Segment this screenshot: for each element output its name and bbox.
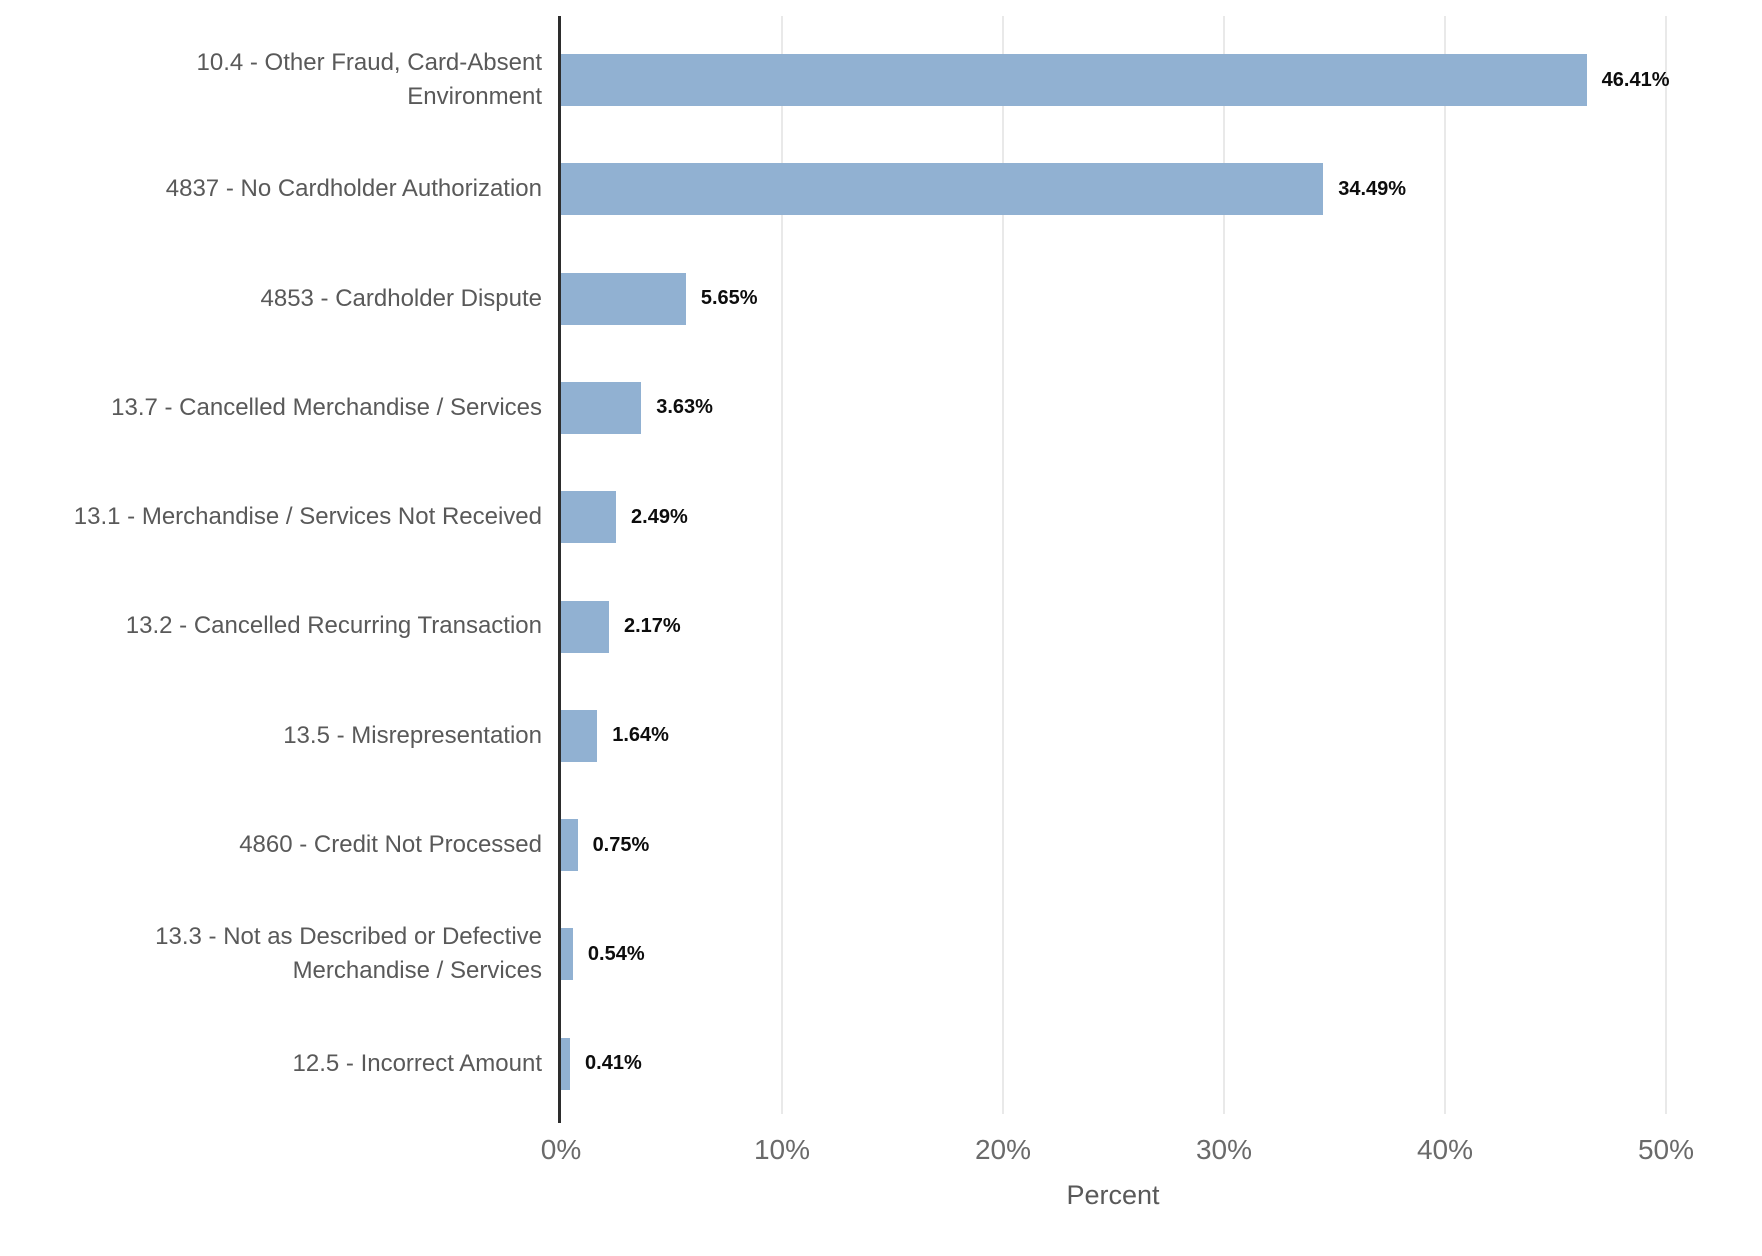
category-label: 4853 - Cardholder Dispute <box>260 284 543 312</box>
gridline-30 <box>1223 16 1225 1114</box>
value-label: 0.41% <box>585 1052 642 1075</box>
category-label: 4837 - No Cardholder Authorization <box>165 175 542 203</box>
bar <box>561 163 1324 216</box>
bar <box>561 819 578 872</box>
category-label: 12.5 - Incorrect Amount <box>292 1049 542 1077</box>
x-tick-label: 20% <box>974 1134 1032 1165</box>
x-tick-label: 0% <box>540 1134 582 1165</box>
gridline-20 <box>1002 16 1004 1114</box>
y-axis-line <box>558 16 561 1123</box>
x-tick-label: 40% <box>1416 1134 1474 1165</box>
value-label: 1.64% <box>612 724 669 747</box>
category-label: 13.7 - Cancelled Merchandise / Services <box>111 393 542 421</box>
bar <box>561 600 609 653</box>
value-label: 0.75% <box>592 833 650 856</box>
x-tick-label: 30% <box>1195 1134 1253 1165</box>
category-label: 13.5 - Misrepresentation <box>283 721 542 749</box>
gridline-40 <box>1444 16 1446 1114</box>
x-axis-title: Percent <box>1066 1180 1160 1210</box>
gridline-50 <box>1665 16 1667 1114</box>
bar <box>561 1037 571 1090</box>
bar <box>561 709 598 762</box>
value-label: 46.41% <box>1601 68 1670 91</box>
value-label: 2.17% <box>623 615 681 637</box>
gridline-10 <box>781 16 783 1114</box>
category-label: 4860 - Credit Not Processed <box>239 831 542 859</box>
value-label: 2.49% <box>631 505 688 528</box>
category-label: 13.2 - Cancelled Recurring Transaction <box>125 612 542 640</box>
category-label: 13.3 - Not as Described or Defective Mer… <box>155 923 542 985</box>
bar <box>561 491 617 544</box>
value-label: 34.49% <box>1338 177 1407 200</box>
x-tick-label: 10% <box>753 1134 811 1165</box>
category-label: 10.4 - Other Fraud, Card-Absent Environm… <box>196 48 543 110</box>
value-label: 3.63% <box>656 396 713 419</box>
bar <box>561 928 573 981</box>
value-label: 0.54% <box>587 942 645 965</box>
x-tick-label: 50% <box>1637 1134 1695 1165</box>
bar <box>561 272 686 325</box>
category-label: 13.1 - Merchandise / Services Not Receiv… <box>73 503 542 531</box>
plot-area: 46.41% 34.49% 5.65% 3.63% 2.49% 2.17% 1.64% 0.7… <box>561 16 1741 1114</box>
value-label: 5.65% <box>700 287 758 310</box>
bar <box>561 54 1587 106</box>
bar <box>561 381 642 434</box>
